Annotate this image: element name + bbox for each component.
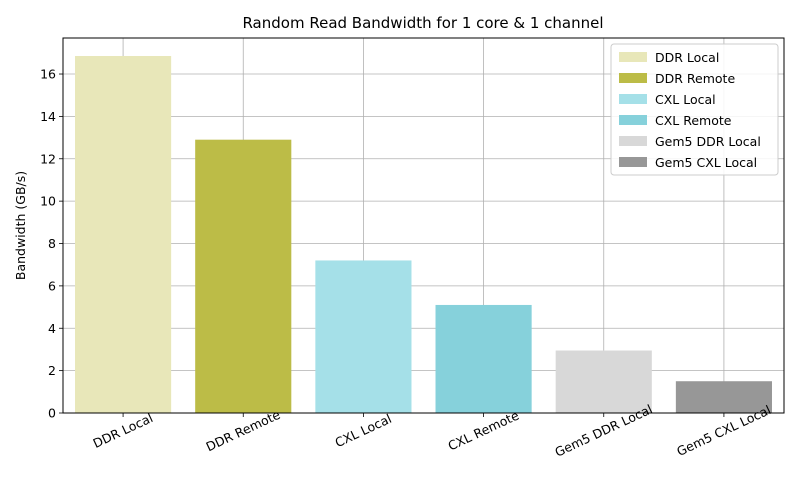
x-axis-ticks: DDR Local DDR Remote CXL Local CXL Remote Ge… bbox=[91, 401, 774, 459]
bar-gem5-ddr-local bbox=[555, 350, 652, 413]
y-axis-ticks: 0 2 4 6 8 10 12 14 16 bbox=[40, 67, 63, 421]
legend: DDR Local DDR Remote CXL Local CXL Remote Ge… bbox=[610, 43, 779, 176]
y-tick-label: 6 bbox=[48, 278, 56, 293]
legend-entry: CXL Local bbox=[655, 92, 716, 107]
legend-entry: Gem5 DDR Local bbox=[655, 134, 761, 149]
y-tick-label: 14 bbox=[40, 109, 56, 124]
y-tick-label: 8 bbox=[48, 236, 56, 251]
legend-entry: Gem5 CXL Local bbox=[655, 155, 757, 170]
bar-cxl-remote bbox=[435, 304, 532, 413]
legend-swatch bbox=[619, 94, 647, 104]
legend-swatch bbox=[619, 136, 647, 146]
legend-swatch bbox=[619, 52, 647, 62]
legend-entry: DDR Remote bbox=[655, 71, 735, 86]
legend-box bbox=[610, 43, 779, 176]
bar-gem5-cxl-local bbox=[675, 381, 772, 413]
legend-entry: CXL Remote bbox=[655, 113, 732, 128]
y-tick-label: 4 bbox=[48, 321, 56, 336]
y-tick-label: 10 bbox=[40, 194, 56, 209]
bar-cxl-local bbox=[315, 260, 412, 413]
y-tick-label: 16 bbox=[40, 67, 56, 82]
legend-entry: DDR Local bbox=[655, 50, 719, 65]
y-axis-label: Bandwidth (GB/s) bbox=[13, 171, 28, 280]
y-tick-label: 0 bbox=[48, 406, 56, 421]
y-tick-label: 12 bbox=[40, 151, 56, 166]
chart-title: Random Read Bandwidth for 1 core & 1 cha… bbox=[242, 14, 603, 32]
bar-ddr-remote bbox=[195, 139, 292, 413]
bar-ddr-local bbox=[75, 56, 172, 413]
legend-swatch bbox=[619, 73, 647, 83]
legend-swatch bbox=[619, 115, 647, 125]
legend-swatch bbox=[619, 157, 647, 167]
y-tick-label: 2 bbox=[48, 363, 56, 378]
plot-frame bbox=[62, 37, 785, 414]
bars bbox=[75, 56, 772, 413]
